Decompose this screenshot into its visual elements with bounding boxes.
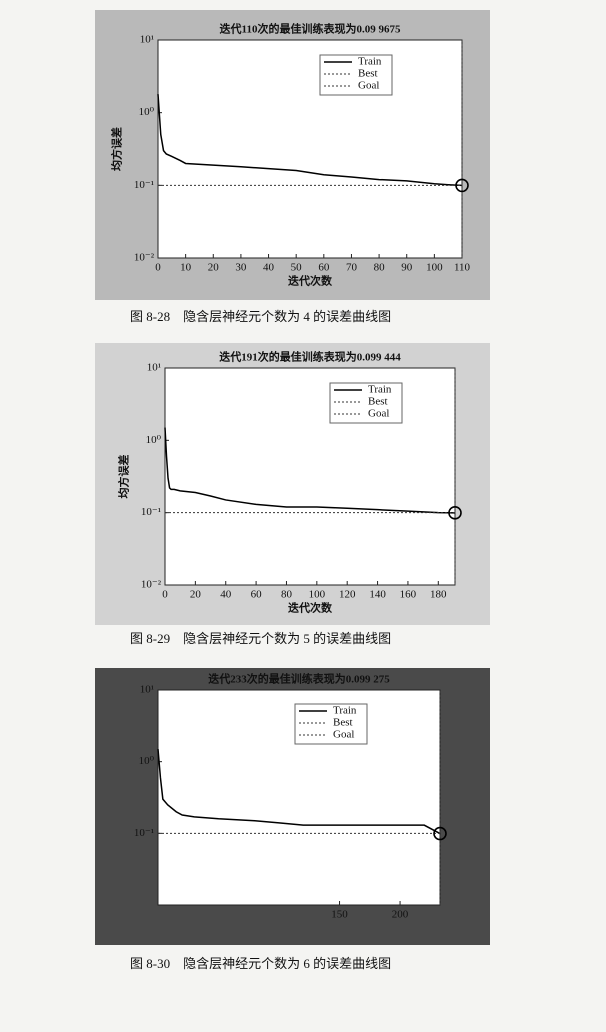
- plot-area: [157, 39, 463, 259]
- legend-label: Goal: [358, 80, 379, 92]
- x-tick-label: 0: [162, 589, 168, 601]
- figure-caption: 图 8-28 隐含层神经元个数为 4 的误差曲线图: [130, 309, 391, 324]
- y-tick-label: 10⁻¹: [141, 506, 161, 518]
- series-line: [157, 94, 463, 187]
- x-tick-label: 70: [346, 262, 358, 274]
- x-axis-label: 迭代次数: [288, 274, 333, 288]
- x-tick-label: 110: [454, 262, 471, 274]
- y-tick-label: 10⁰: [139, 106, 155, 118]
- chart-title: 迭代233次的最佳训练表现为0.099 275: [208, 672, 390, 686]
- x-tick-label: 200: [392, 909, 409, 921]
- plot-area: [164, 367, 456, 586]
- x-tick-label: 100: [309, 589, 326, 601]
- y-tick-label: 10⁻¹: [134, 827, 154, 839]
- y-tick-label: 10⁰: [146, 434, 162, 446]
- x-tick-label: 90: [401, 262, 413, 274]
- x-tick-label: 160: [400, 589, 417, 601]
- x-tick-label: 40: [220, 589, 232, 601]
- chart-title: 迭代191次的最佳训练表现为0.099 444: [219, 350, 401, 364]
- x-tick-label: 140: [369, 589, 386, 601]
- x-tick-label: 150: [331, 909, 348, 921]
- x-tick-label: 60: [318, 262, 330, 274]
- x-tick-label: 60: [251, 589, 263, 601]
- x-tick-label: 30: [235, 262, 247, 274]
- legend-label: Goal: [368, 408, 389, 420]
- y-tick-label: 10⁻²: [134, 252, 155, 264]
- legend-label: Goal: [333, 729, 354, 741]
- best-marker: [455, 178, 469, 193]
- best-marker: [448, 506, 462, 520]
- y-axis-label: 均方误差: [110, 127, 124, 171]
- y-tick-label: 10¹: [147, 362, 161, 374]
- x-tick-label: 20: [190, 589, 202, 601]
- x-tick-label: 10: [180, 262, 192, 274]
- x-tick-label: 80: [374, 262, 386, 274]
- chart-title: 迭代110次的最佳训练表现为0.09 9675: [220, 22, 401, 36]
- series-line: [157, 748, 441, 835]
- y-tick-label: 10¹: [140, 684, 154, 696]
- y-tick-label: 10⁻¹: [134, 179, 154, 191]
- y-axis-label: 均方误差: [117, 455, 131, 499]
- legend-label: Best: [358, 68, 378, 80]
- x-tick-label: 120: [339, 589, 356, 601]
- x-tick-label: 180: [430, 589, 447, 601]
- legend-label: Train: [368, 384, 392, 396]
- best-marker: [433, 826, 447, 841]
- x-axis-label: 迭代次数: [288, 601, 333, 615]
- x-tick-label: 20: [208, 262, 220, 274]
- legend-label: Best: [368, 396, 388, 408]
- legend-label: Best: [333, 717, 353, 729]
- x-tick-label: 0: [155, 262, 161, 274]
- legend-label: Train: [358, 56, 382, 68]
- figure-caption: 图 8-30 隐含层神经元个数为 6 的误差曲线图: [130, 956, 391, 971]
- legend-label: Train: [333, 705, 357, 717]
- series-line: [164, 427, 456, 514]
- y-tick-label: 10⁻²: [141, 579, 162, 591]
- y-tick-label: 10⁰: [139, 755, 155, 767]
- legend-box: [319, 54, 393, 96]
- x-tick-label: 40: [263, 262, 275, 274]
- x-tick-label: 50: [291, 262, 303, 274]
- x-tick-label: 100: [426, 262, 443, 274]
- y-tick-label: 10¹: [140, 34, 154, 46]
- x-tick-label: 80: [281, 589, 293, 601]
- figure-caption: 图 8-29 隐含层神经元个数为 5 的误差曲线图: [130, 631, 391, 646]
